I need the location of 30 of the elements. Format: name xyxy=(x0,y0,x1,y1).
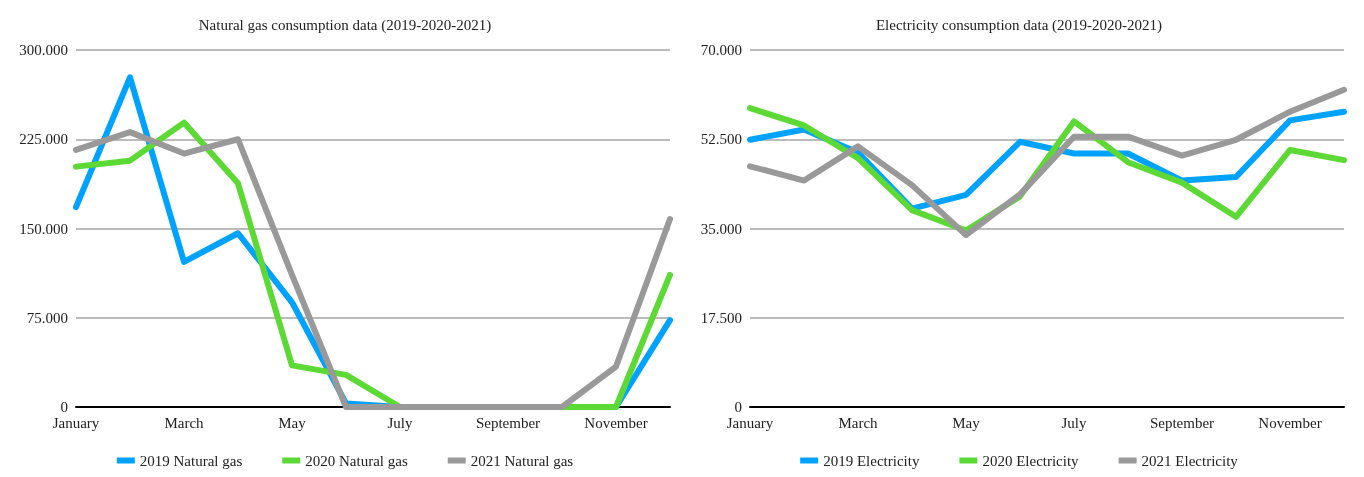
legend-label: 2019 Natural gas xyxy=(139,452,243,469)
x-tick-label: July xyxy=(1061,414,1087,431)
legend-label: 2020 Electricity xyxy=(982,452,1080,469)
x-tick-label: November xyxy=(584,414,648,431)
x-tick-label: July xyxy=(387,414,413,431)
y-tick-label: 0 xyxy=(734,399,742,415)
x-tick-label: May xyxy=(952,414,981,431)
x-tick-label: March xyxy=(164,414,205,431)
legend-label: 2020 Natural gas xyxy=(305,452,408,469)
x-tick-label: March xyxy=(838,414,879,431)
y-tick-label: 150.000 xyxy=(19,220,68,237)
chart-title: Natural gas consumption data (2019-2020-2021) xyxy=(198,16,492,34)
y-tick-label: 52.500 xyxy=(700,131,742,148)
y-tick-label: 0 xyxy=(60,399,68,415)
legend-label: 2021 Natural gas xyxy=(470,452,574,469)
y-tick-label: 17.500 xyxy=(700,309,742,326)
y-tick-label: 70.000 xyxy=(700,42,742,58)
y-tick-label: 35.000 xyxy=(700,220,742,237)
x-tick-label: January xyxy=(726,414,774,431)
legend-label: 2019 Electricity xyxy=(823,452,920,469)
y-tick-label: 300.000 xyxy=(19,42,68,58)
y-tick-label: 225.000 xyxy=(19,131,68,148)
x-tick-label: September xyxy=(475,414,541,431)
x-tick-label: May xyxy=(278,414,307,431)
x-tick-label: January xyxy=(52,414,100,431)
chart-title: Electricity consumption data (2019-2020-2021) xyxy=(875,16,1163,34)
x-tick-label: November xyxy=(1258,414,1322,431)
y-tick-label: 75.000 xyxy=(26,309,68,326)
legend-label: 2021 Electricity xyxy=(1141,452,1239,469)
x-tick-label: September xyxy=(1149,414,1215,431)
